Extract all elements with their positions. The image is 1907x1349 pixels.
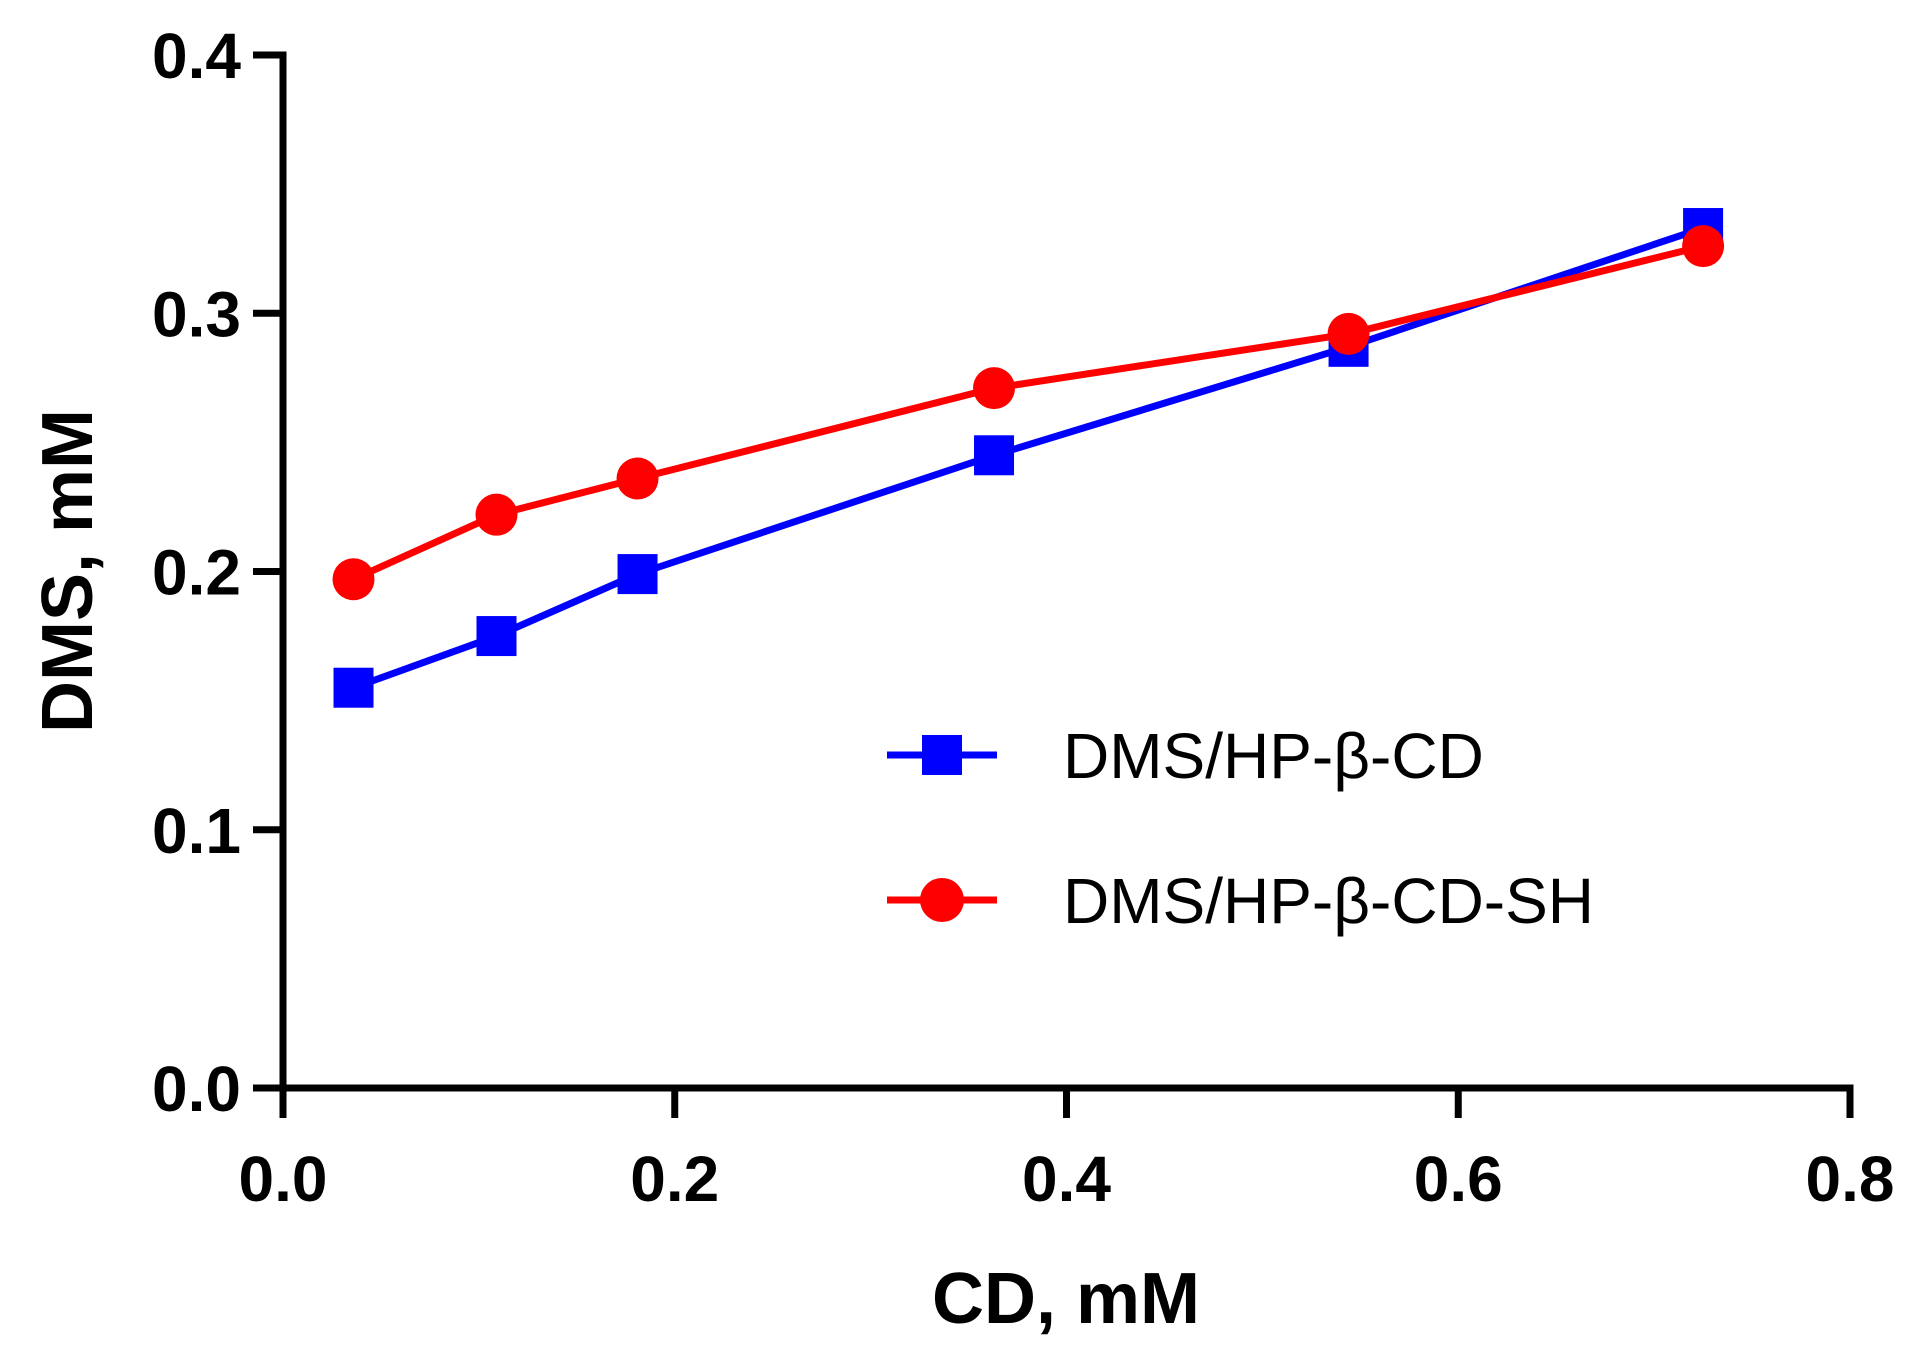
data-point-series-1	[333, 667, 374, 708]
x-tick-label: 0.4	[1022, 1143, 1111, 1215]
y-axis-title: DMS, mM	[28, 409, 108, 733]
data-point-series-2	[1327, 312, 1370, 355]
series-group	[332, 208, 1725, 708]
y-tick-label: 0.3	[152, 278, 241, 350]
legend-item-series-2: DMS/HP-β-CD-SH	[887, 865, 1594, 937]
legend-marker-series-2	[920, 878, 964, 922]
data-point-series-1	[974, 435, 1015, 476]
x-tick-label: 0.0	[239, 1143, 328, 1215]
data-point-series-1	[476, 616, 517, 657]
x-ticks: 0.0 0.2 0.4 0.6 0.8	[239, 1088, 1895, 1215]
y-tick-label: 0.2	[152, 537, 241, 609]
data-point-series-2	[475, 493, 518, 536]
legend-label-series-1: DMS/HP-β-CD	[1063, 720, 1484, 792]
x-tick-label: 0.2	[630, 1143, 719, 1215]
x-tick-label: 0.6	[1414, 1143, 1503, 1215]
data-point-series-2	[973, 367, 1016, 410]
y-tick-label: 0.0	[152, 1053, 241, 1125]
data-point-series-2	[332, 558, 375, 601]
legend-label-series-2: DMS/HP-β-CD-SH	[1063, 865, 1594, 937]
x-axis-title: CD, mM	[932, 1259, 1200, 1339]
legend-item-series-1: DMS/HP-β-CD	[887, 720, 1484, 792]
series-line-2	[352, 242, 1704, 583]
x-tick-label: 0.8	[1806, 1143, 1895, 1215]
data-point-series-1	[617, 554, 658, 595]
y-tick-label: 0.4	[152, 20, 241, 92]
data-point-series-2	[616, 457, 659, 500]
data-point-series-2	[1682, 225, 1725, 268]
series-line-1	[352, 224, 1705, 692]
y-ticks: 0.0 0.1 0.2 0.3 0.4	[152, 20, 283, 1125]
legend: DMS/HP-β-CD DMS/HP-β-CD-SH	[887, 720, 1594, 937]
legend-marker-series-1	[922, 735, 962, 775]
y-tick-label: 0.1	[152, 795, 241, 867]
